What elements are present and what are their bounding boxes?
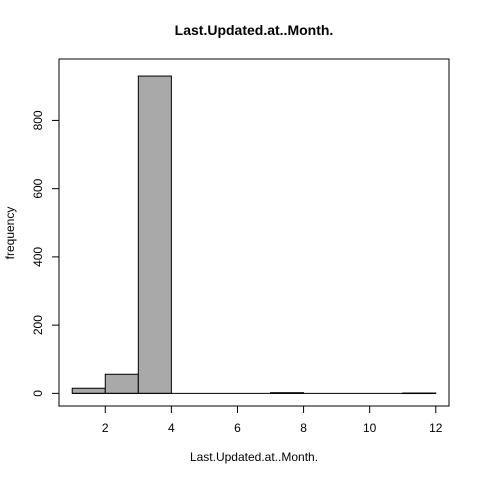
x-axis-label: Last.Updated.at..Month.	[190, 450, 318, 464]
y-tick-label-400: 400	[31, 247, 45, 267]
x-tick-label-4: 4	[168, 421, 175, 435]
y-axis-label: frequency	[3, 207, 17, 260]
x-tick-label-8: 8	[300, 421, 307, 435]
x-tick-label-6: 6	[234, 421, 241, 435]
y-tick-label-600: 600	[31, 178, 45, 198]
y-tick-label-200: 200	[31, 315, 45, 335]
x-tick-label-10: 10	[363, 421, 377, 435]
histogram-bar-0	[71, 387, 106, 394]
y-axis: 0 200 400 600 800	[31, 110, 59, 397]
plot-frame	[58, 58, 450, 407]
x-tick-label-2: 2	[102, 421, 109, 435]
x-tick-label-12: 12	[429, 421, 443, 435]
chart-title: Last.Updated.at..Month.	[175, 22, 334, 38]
histogram-bar-2	[137, 75, 172, 394]
y-tick-label-800: 800	[31, 110, 45, 130]
x-axis: 2 4 6 8 10 12	[102, 406, 443, 435]
histogram-bar-1	[104, 373, 139, 394]
bars-group	[71, 75, 437, 395]
y-tick-label-0: 0	[31, 390, 45, 397]
